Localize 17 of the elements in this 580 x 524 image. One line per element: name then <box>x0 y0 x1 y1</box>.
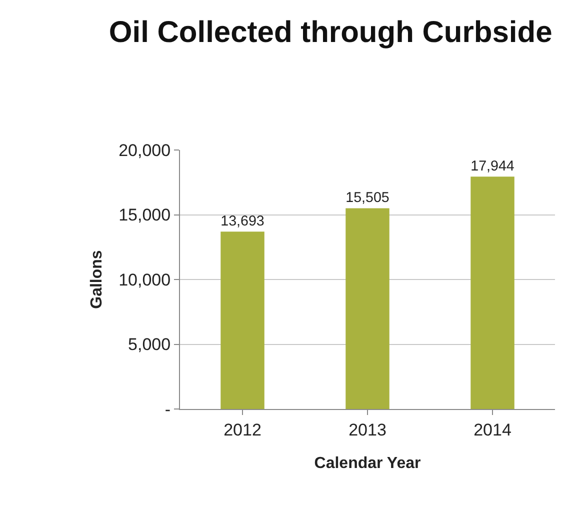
y-tick-label: 5,000 <box>128 335 171 354</box>
bar <box>220 232 264 409</box>
chart-title: Oil Collected through Curbside <box>108 16 552 49</box>
data-label: 17,944 <box>470 158 514 174</box>
x-tick-label: 2012 <box>224 420 262 440</box>
y-tick-label: 15,000 <box>118 206 171 225</box>
bar <box>470 176 514 409</box>
data-label: 15,505 <box>346 190 390 206</box>
bar <box>346 208 390 409</box>
x-tick-label: 2014 <box>474 420 512 440</box>
y-axis-title: Gallons <box>88 250 106 309</box>
y-tick-label: - <box>164 400 171 419</box>
y-tick-label: 10,000 <box>118 270 171 290</box>
x-tick-label: 2013 <box>348 420 386 440</box>
data-label: 13,693 <box>220 213 264 230</box>
x-axis-title: Calendar Year <box>314 455 421 472</box>
y-tick-label: 20,000 <box>118 140 171 160</box>
